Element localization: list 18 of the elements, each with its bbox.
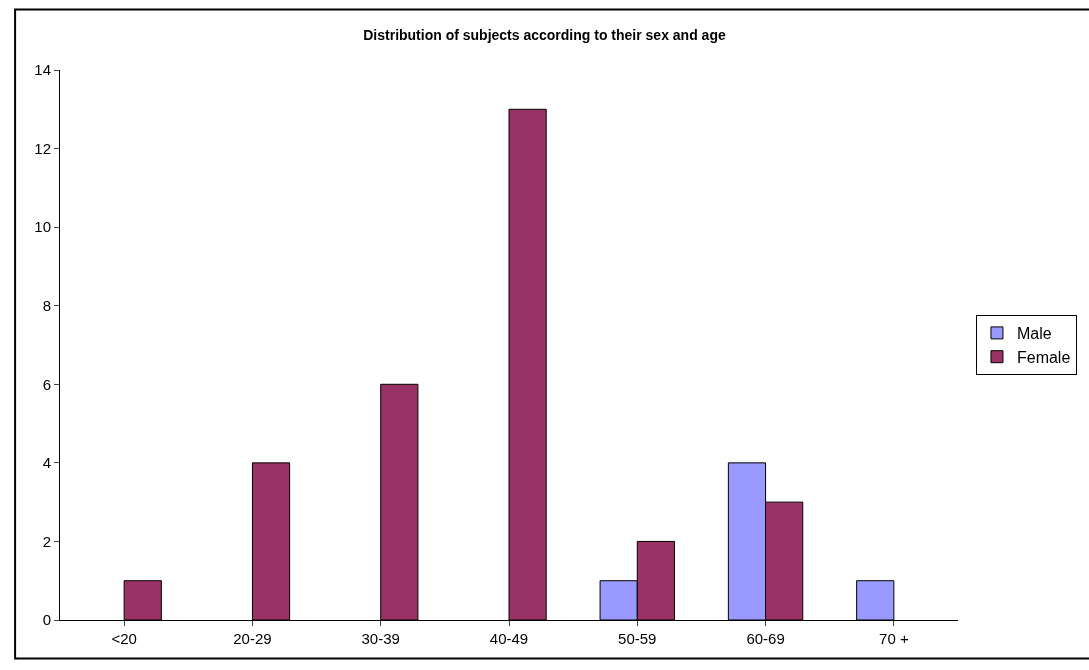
y-tick-label: 12 (34, 139, 51, 157)
x-tick-label: 70 + (879, 630, 909, 647)
y-tick-label: 8 (42, 296, 51, 314)
y-tick-label: 4 (42, 454, 51, 472)
y-tick-label: 6 (42, 375, 51, 393)
chart-title: Distribution of subjects according to their sex and age (363, 26, 726, 43)
legend-label: Male (1016, 325, 1052, 343)
y-tick-label: 0 (42, 611, 51, 629)
y-tick-label: 14 (34, 61, 51, 79)
x-tick-label: 50-59 (618, 630, 657, 647)
x-tick-label: 30-39 (361, 630, 400, 647)
y-tick-label: 2 (42, 532, 51, 550)
legend-label: Female (1016, 348, 1071, 366)
x-tick-label: 40-49 (489, 630, 529, 647)
x-tick-label: 20-29 (233, 630, 272, 647)
x-tick-label: <20 (111, 630, 137, 647)
x-tick-label: 60-69 (746, 630, 785, 647)
y-tick-label: 10 (34, 218, 51, 236)
